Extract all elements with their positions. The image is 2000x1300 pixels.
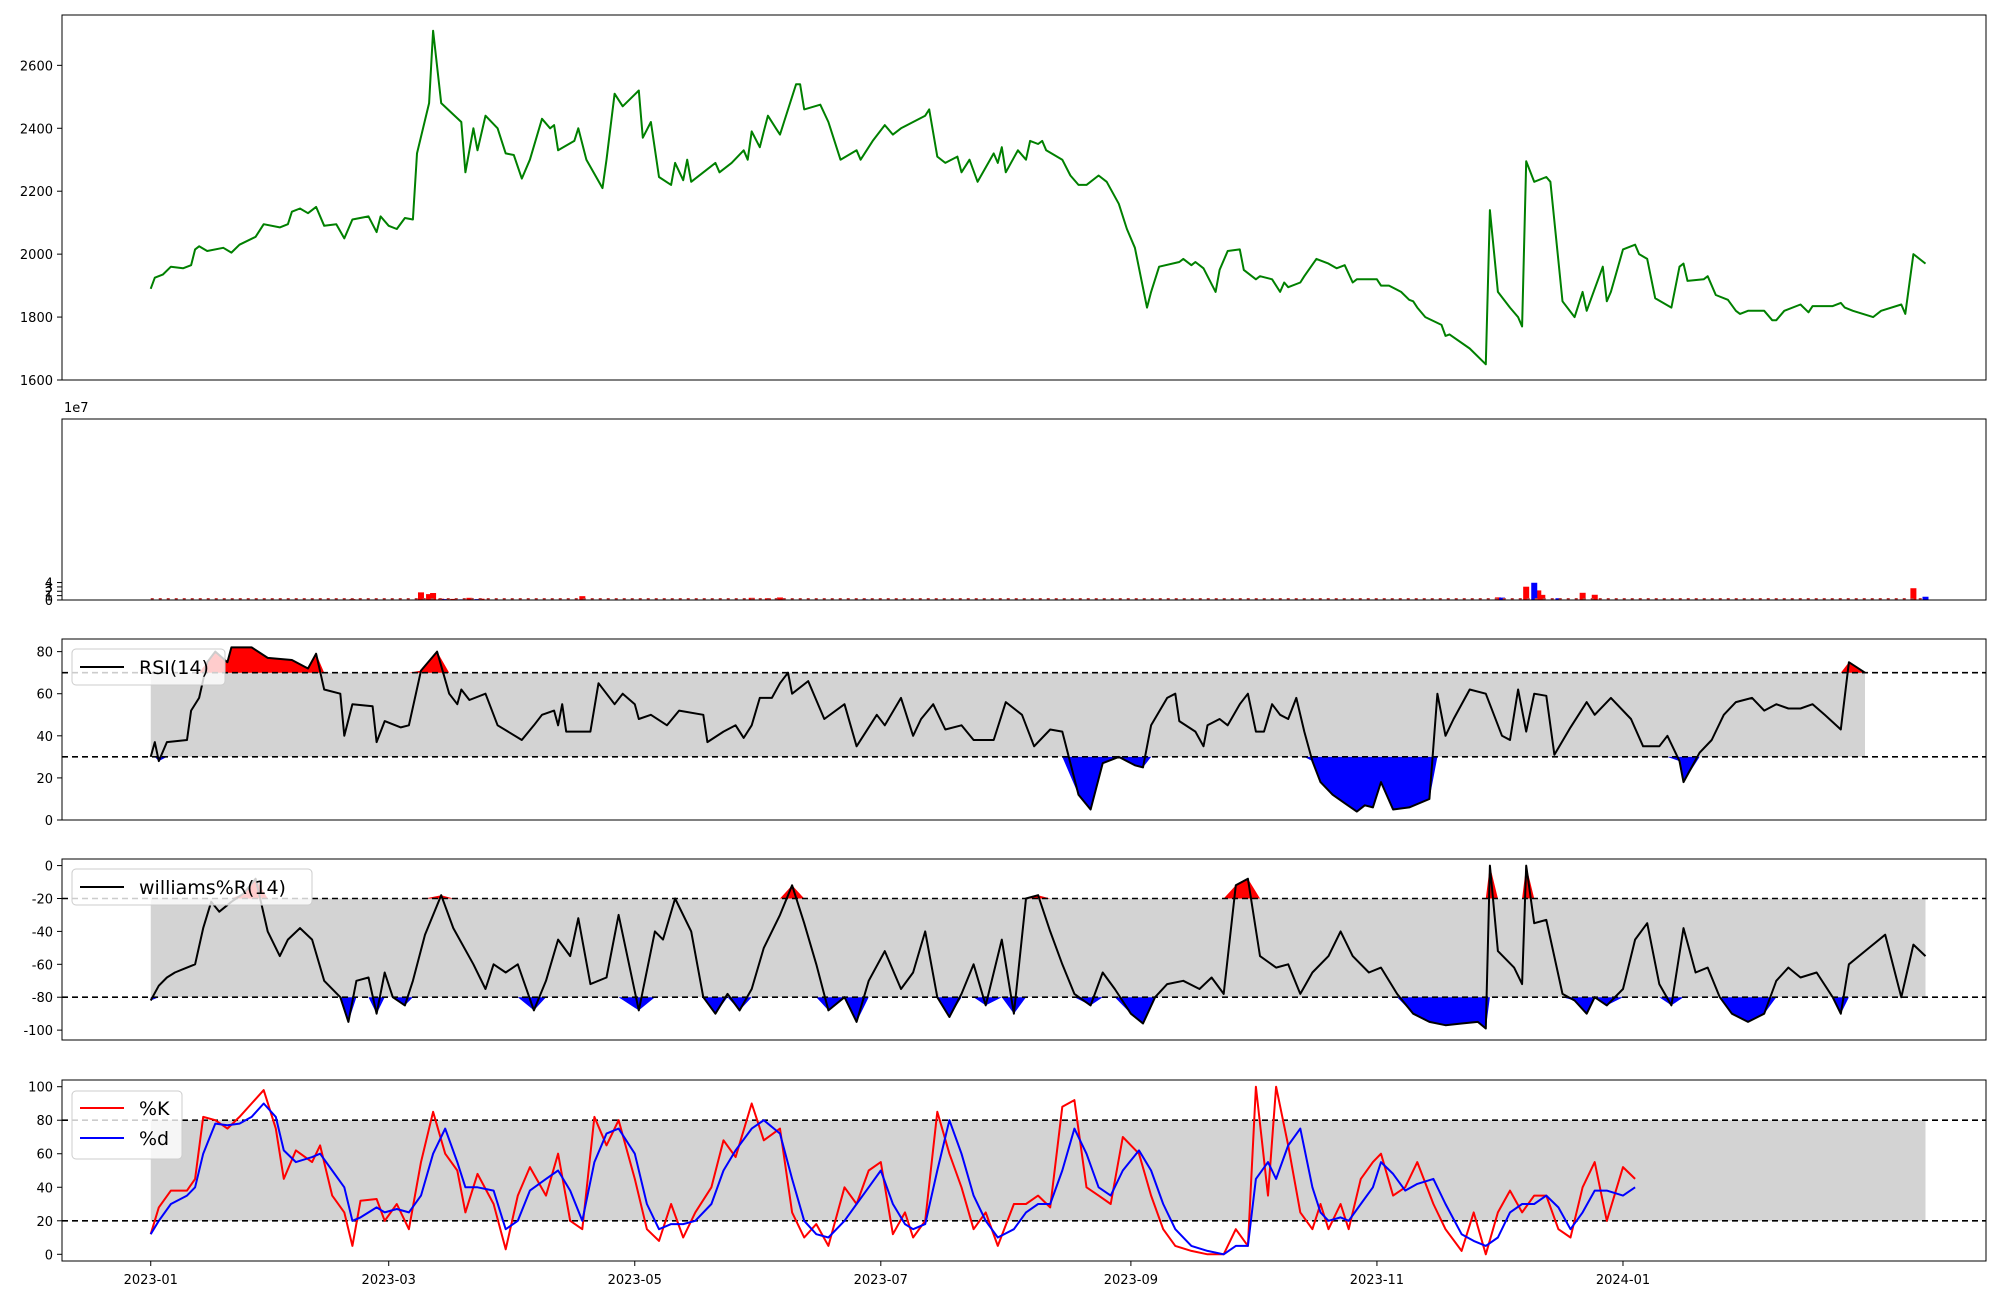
plot-frame (61, 1079, 1987, 1262)
volume-bar (579, 596, 586, 600)
rsi-legend-label: RSI(14) (139, 657, 209, 679)
x-tick-label: 2023-05 (608, 1273, 662, 1288)
volume-bar (1498, 597, 1505, 600)
volume-bar (430, 593, 437, 600)
y-tick-label: -40 (32, 925, 53, 940)
plot-frame (61, 638, 1987, 821)
d-line (149, 1102, 1636, 1256)
volume-bar (1523, 586, 1530, 600)
k-legend-label: %K (139, 1098, 170, 1120)
overbought-fill (150, 647, 1866, 673)
y-tick-label: 60 (36, 688, 53, 703)
x-tick-label: 2023-09 (1104, 1273, 1158, 1288)
volume-bar (1531, 582, 1538, 600)
williams-legend-label: williams%R(14) (139, 877, 286, 899)
oversold-fill (150, 997, 1926, 1029)
stochastic-legend: %K %d (71, 1090, 183, 1160)
panel-rsi: 0 20 40 60 80 RSI(14) (36, 638, 1987, 829)
y-tick-label: 60 (36, 1148, 53, 1163)
y-tick-label: 100 (28, 1081, 53, 1096)
volume-bar (1539, 594, 1546, 600)
y-tick-label: 2600 (20, 59, 53, 74)
y-tick-label: 2400 (20, 122, 53, 137)
y-tick-label: 2 (45, 585, 53, 600)
y-tick-label: 0 (45, 594, 53, 609)
y-tick-label: 4 (45, 577, 53, 592)
y-tick-label: 0 (45, 860, 53, 875)
price-line (149, 29, 1927, 366)
y-tick-label: 20 (36, 772, 53, 787)
volume-offset-label: 1e7 (64, 401, 89, 416)
neutral-band (150, 898, 1926, 998)
y-tick-label: -100 (23, 1024, 53, 1039)
volume-bar (1922, 596, 1929, 600)
panel-price: 1600 1800 2000 2200 2400 2600 (20, 14, 1987, 389)
volume-bar (466, 597, 473, 600)
x-tick-label: 2023-07 (854, 1273, 908, 1288)
y-tick-label: 40 (36, 1181, 53, 1196)
y-tick-label: 20 (36, 1215, 53, 1230)
volume-bar (1535, 590, 1542, 600)
panel-stochastic: 0 20 40 60 80 100 2023-01 2023-03 2023-05 2023-0… (28, 1079, 1987, 1288)
y-tick-label: 80 (36, 646, 53, 661)
y-tick-label: 0 (45, 1248, 53, 1263)
volume-bar (776, 597, 783, 600)
neutral-band (150, 672, 1865, 757)
y-tick-label: 1 (45, 590, 53, 605)
x-tick-label: 2023-03 (362, 1273, 416, 1288)
plot-frame (61, 858, 1987, 1041)
volume-bar (1910, 588, 1917, 600)
volume-bar (450, 598, 457, 600)
x-tick-label: 2023-11 (1350, 1273, 1404, 1288)
plot-frame (61, 14, 1987, 381)
y-tick-label: -80 (32, 991, 53, 1006)
d-legend-label: %d (139, 1128, 169, 1150)
neutral-band (150, 1120, 1926, 1221)
x-tick-label: 2023-01 (124, 1273, 178, 1288)
y-tick-label: 2000 (20, 248, 53, 263)
volume-bar (1555, 598, 1562, 600)
volume-bar (1494, 597, 1501, 600)
volume-bar (417, 592, 424, 600)
volume-bar (1591, 594, 1598, 600)
williams-legend: williams%R(14) (71, 868, 313, 906)
volume-bar (426, 594, 433, 600)
rsi-legend: RSI(14) (71, 648, 226, 686)
x-tick-label: 2024-01 (1596, 1273, 1650, 1288)
y-tick-label: 0 (45, 814, 53, 829)
y-tick-label: -20 (32, 892, 53, 907)
indicator-line (149, 646, 1866, 813)
indicator-line (149, 864, 1927, 1030)
volume-bar (1579, 592, 1586, 600)
y-tick-label: 3 (45, 581, 53, 596)
y-tick-label: -60 (32, 958, 53, 973)
y-tick-label: 1600 (20, 374, 53, 389)
panel-williams: -100 -80 -60 -40 -20 0 williams%R(14) (23, 858, 1987, 1041)
y-tick-label: 80 (36, 1114, 53, 1129)
k-line (149, 1085, 1636, 1256)
y-tick-label: 1800 (20, 311, 53, 326)
y-tick-label: 2200 (20, 185, 53, 200)
plot-frame (61, 418, 1987, 601)
y-tick-label: 40 (36, 730, 53, 745)
